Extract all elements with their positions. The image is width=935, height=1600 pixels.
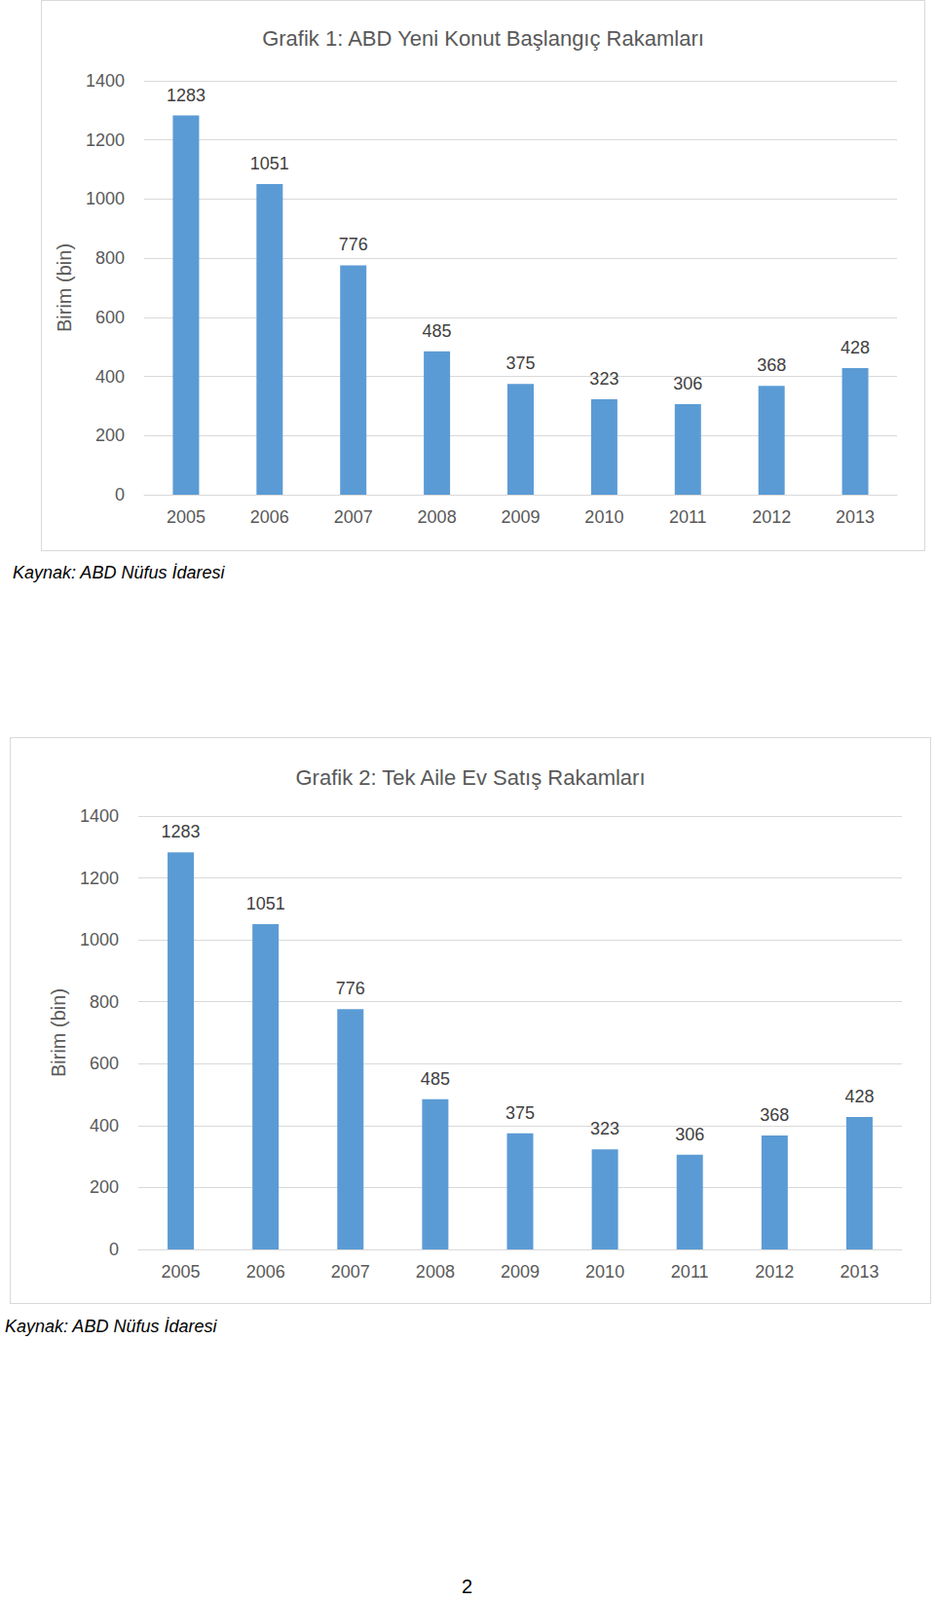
svg-text:1000: 1000 (85, 188, 125, 209)
svg-text:2006: 2006 (246, 1262, 286, 1282)
svg-text:2010: 2010 (584, 507, 624, 527)
svg-text:1283: 1283 (161, 822, 201, 842)
svg-text:1000: 1000 (79, 930, 119, 950)
svg-text:776: 776 (338, 234, 369, 255)
svg-text:428: 428 (840, 337, 870, 358)
svg-text:600: 600 (95, 307, 125, 328)
svg-text:1051: 1051 (250, 153, 290, 174)
svg-text:2011: 2011 (671, 1262, 710, 1282)
svg-text:Grafik 1: ABD Yeni Konut Başla: Grafik 1: ABD Yeni Konut Başlangıç Rakam… (261, 26, 705, 51)
svg-text:485: 485 (420, 1069, 450, 1089)
svg-text:323: 323 (590, 1119, 620, 1139)
svg-text:2011: 2011 (669, 507, 708, 527)
svg-text:2008: 2008 (417, 507, 457, 527)
svg-text:Birim (bin): Birim (bin) (47, 988, 70, 1078)
svg-text:306: 306 (674, 1124, 705, 1145)
svg-text:1200: 1200 (79, 868, 119, 889)
html-text:2: 2 (461, 1575, 473, 1598)
svg-text:200: 200 (89, 1177, 119, 1197)
svg-text:2009: 2009 (500, 1262, 540, 1282)
svg-text:600: 600 (89, 1053, 119, 1074)
svg-text:Grafik 2: Tek Aile Ev Satış Ra: Grafik 2: Tek Aile Ev Satış Rakamları (295, 765, 645, 790)
svg-text:1051: 1051 (246, 894, 286, 914)
svg-text:1200: 1200 (85, 130, 125, 150)
svg-text:2013: 2013 (835, 507, 875, 527)
svg-text:2010: 2010 (585, 1262, 625, 1282)
svg-text:2006: 2006 (250, 507, 290, 527)
svg-text:800: 800 (89, 992, 119, 1012)
svg-text:1283: 1283 (166, 85, 206, 106)
svg-text:485: 485 (422, 321, 452, 341)
svg-text:375: 375 (505, 353, 535, 374)
svg-text:368: 368 (759, 1105, 789, 1125)
svg-text:2009: 2009 (500, 507, 540, 527)
svg-text:428: 428 (844, 1086, 874, 1107)
svg-text:2007: 2007 (331, 1262, 371, 1282)
svg-text:306: 306 (673, 374, 703, 394)
svg-text:400: 400 (95, 367, 125, 387)
html-text:Kaynak: ABD Nüfus İdaresi: Kaynak: ABD Nüfus İdaresi (4, 1316, 217, 1337)
svg-text:0: 0 (109, 1239, 119, 1260)
svg-text:2008: 2008 (415, 1262, 455, 1282)
svg-text:323: 323 (589, 369, 619, 389)
svg-text:375: 375 (505, 1103, 535, 1123)
svg-text:Birim (bin): Birim (bin) (53, 243, 75, 333)
svg-text:2012: 2012 (754, 1262, 794, 1282)
svg-text:800: 800 (95, 248, 125, 268)
svg-text:2007: 2007 (334, 507, 374, 527)
svg-text:1400: 1400 (85, 71, 125, 91)
svg-text:2012: 2012 (751, 507, 791, 527)
svg-text:2005: 2005 (161, 1262, 201, 1282)
svg-text:2005: 2005 (166, 507, 206, 527)
svg-text:200: 200 (95, 425, 125, 446)
svg-text:400: 400 (89, 1116, 119, 1136)
svg-text:776: 776 (336, 978, 366, 999)
svg-text:368: 368 (756, 355, 786, 375)
svg-text:2013: 2013 (839, 1262, 879, 1282)
svg-text:0: 0 (114, 485, 125, 505)
svg-text:1400: 1400 (79, 806, 119, 826)
html-text:Kaynak: ABD Nüfus İdaresi: Kaynak: ABD Nüfus İdaresi (12, 562, 225, 583)
